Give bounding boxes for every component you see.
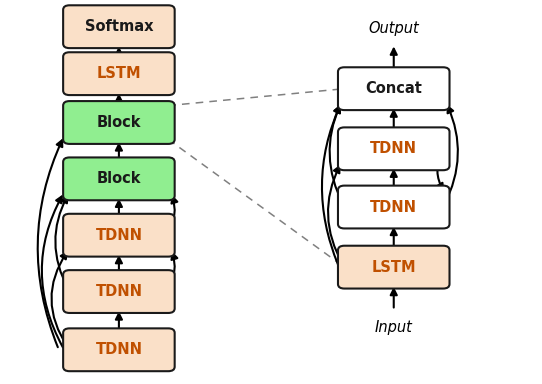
FancyBboxPatch shape <box>63 270 175 313</box>
Text: Input: Input <box>375 320 412 335</box>
Text: LSTM: LSTM <box>371 260 416 275</box>
Text: Softmax: Softmax <box>85 19 153 34</box>
Text: TDNN: TDNN <box>95 228 143 243</box>
Text: TDNN: TDNN <box>370 141 417 156</box>
Text: TDNN: TDNN <box>95 284 143 299</box>
Text: Output: Output <box>369 21 419 36</box>
FancyBboxPatch shape <box>63 101 175 144</box>
FancyBboxPatch shape <box>338 246 449 288</box>
FancyBboxPatch shape <box>338 185 449 228</box>
FancyBboxPatch shape <box>63 328 175 371</box>
FancyBboxPatch shape <box>63 52 175 95</box>
Text: TDNN: TDNN <box>370 200 417 215</box>
Text: Block: Block <box>96 171 141 186</box>
FancyBboxPatch shape <box>63 214 175 257</box>
Text: Concat: Concat <box>365 81 422 96</box>
Text: TDNN: TDNN <box>95 342 143 357</box>
Text: LSTM: LSTM <box>96 66 141 81</box>
FancyBboxPatch shape <box>338 127 449 170</box>
FancyBboxPatch shape <box>63 5 175 48</box>
FancyBboxPatch shape <box>338 67 449 110</box>
FancyBboxPatch shape <box>63 157 175 200</box>
Text: Block: Block <box>96 115 141 130</box>
